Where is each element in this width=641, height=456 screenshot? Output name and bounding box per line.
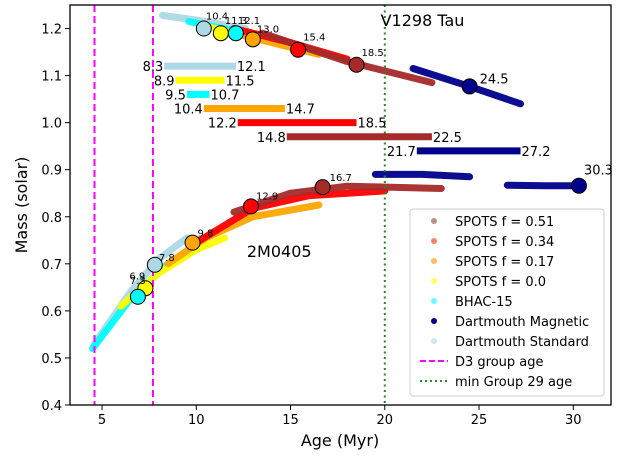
y-tick-label: 0.9 bbox=[41, 164, 62, 179]
x-tick-label: 30 bbox=[565, 413, 582, 428]
x-tick-label: 5 bbox=[98, 413, 106, 428]
track-line-5 bbox=[258, 29, 436, 87]
age-marker-label: 18.5 bbox=[362, 48, 384, 59]
age-marker-2 bbox=[227, 25, 244, 42]
plot-layer: 8.3 12.1 8.9 11.5 9.5 10.7 10.4 14.7 12.2 18.5 14.… bbox=[89, 5, 613, 405]
age-marker-7 bbox=[146, 256, 163, 273]
age-range-high-label: 11.5 bbox=[226, 74, 255, 89]
legend-label: Dartmouth Standard bbox=[455, 335, 589, 350]
y-tick-label: 0.5 bbox=[41, 352, 62, 367]
age-marker-13 bbox=[570, 177, 587, 194]
age-range-high-label: 14.7 bbox=[286, 103, 315, 118]
track-line-14 bbox=[503, 181, 583, 190]
age-marker-label: 12.9 bbox=[256, 191, 278, 202]
age-marker-6 bbox=[461, 78, 478, 95]
y-tick-label: 1.1 bbox=[41, 70, 62, 85]
legend-label: SPOTS f = 0.34 bbox=[455, 235, 554, 250]
y-axis-label: Mass (solar) bbox=[12, 157, 31, 254]
axis-ticks-layer: 5 10 15 20 25 30 0.4 0.5 0.6 0.7 0.8 0.9 1.0 1.1 1.2 bbox=[41, 23, 581, 428]
legend-marker bbox=[431, 298, 437, 304]
legend-label: BHAC-15 bbox=[455, 295, 513, 310]
age-marker-label: 24.5 bbox=[480, 72, 509, 87]
age-marker-9 bbox=[129, 288, 146, 305]
object-label: V1298 Tau bbox=[381, 11, 465, 30]
y-tick-label: 0.8 bbox=[41, 211, 62, 226]
legend-marker bbox=[431, 258, 437, 264]
age-marker-label: 9.8 bbox=[198, 229, 214, 240]
age-marker-label: 7.3 bbox=[130, 276, 146, 287]
y-tick-label: 0.7 bbox=[41, 258, 62, 273]
age-range-low-label: 14.8 bbox=[257, 131, 286, 146]
legend-marker bbox=[431, 278, 437, 284]
legend: SPOTS f = 0.51 SPOTS f = 0.34 SPOTS f = 0.… bbox=[409, 208, 605, 397]
age-range-low-label: 8.3 bbox=[143, 60, 164, 75]
age-range-low-label: 21.7 bbox=[387, 145, 416, 160]
age-marker-label: 30.3 bbox=[584, 164, 613, 179]
age-range-low-label: 10.4 bbox=[174, 103, 203, 118]
plot-frame-layer bbox=[69, 4, 612, 406]
age-marker-label: 10.4 bbox=[206, 12, 228, 23]
legend-label: Dartmouth Magnetic bbox=[455, 315, 589, 330]
age-range-high-label: 18.5 bbox=[358, 117, 387, 132]
legend-label: SPOTS f = 0.51 bbox=[455, 215, 554, 230]
legend-label: SPOTS f = 0.17 bbox=[455, 255, 554, 270]
x-tick-label: 10 bbox=[188, 413, 205, 428]
x-axis-label: Age (Myr) bbox=[301, 431, 379, 450]
age-range-low-label: 9.5 bbox=[165, 88, 186, 103]
age-range-high-label: 22.5 bbox=[433, 131, 462, 146]
age-marker-5 bbox=[348, 56, 365, 73]
x-tick-label: 20 bbox=[377, 413, 394, 428]
track-line-10 bbox=[164, 201, 323, 268]
x-tick-label: 15 bbox=[282, 413, 299, 428]
legend-marker bbox=[431, 238, 437, 244]
age-marker-3 bbox=[244, 31, 261, 48]
legend-label: SPOTS f = 0.0 bbox=[455, 275, 546, 290]
plot-border bbox=[69, 4, 612, 406]
legend-box bbox=[409, 208, 605, 397]
object-label: 2M0405 bbox=[247, 242, 312, 261]
legend-label: min Group 29 age bbox=[455, 375, 572, 390]
age-range-high-label: 12.1 bbox=[237, 60, 266, 75]
age-marker-label: 12.1 bbox=[238, 16, 260, 27]
y-tick-label: 0.4 bbox=[41, 399, 62, 414]
track-line-11 bbox=[192, 187, 389, 247]
age-marker-4 bbox=[290, 41, 307, 58]
age-range-low-label: 12.2 bbox=[208, 117, 237, 132]
legend-label: D3 group age bbox=[455, 355, 544, 370]
x-tick-label: 25 bbox=[471, 413, 488, 428]
age-marker-1 bbox=[212, 25, 229, 42]
age-marker-0 bbox=[195, 20, 212, 37]
age-marker-12 bbox=[314, 179, 331, 196]
y-tick-label: 1.2 bbox=[41, 23, 62, 38]
age-marker-label: 16.7 bbox=[330, 173, 352, 184]
age-marker-label: 11.3 bbox=[225, 16, 247, 27]
age-marker-label: 7.8 bbox=[159, 253, 175, 264]
track-line-13 bbox=[371, 170, 474, 181]
legend-marker bbox=[431, 338, 437, 344]
age-marker-10 bbox=[184, 234, 201, 251]
y-tick-label: 1.0 bbox=[41, 117, 62, 132]
age-range-high-label: 27.2 bbox=[522, 145, 551, 160]
age-marker-label: 15.4 bbox=[303, 33, 325, 44]
age-marker-label: 6.9 bbox=[129, 271, 145, 282]
age-range-high-label: 10.7 bbox=[210, 88, 239, 103]
age-marker-11 bbox=[242, 198, 259, 215]
legend-marker bbox=[431, 318, 437, 324]
age-range-low-label: 8.9 bbox=[154, 74, 175, 89]
y-tick-label: 0.6 bbox=[41, 305, 62, 320]
age-marker-label: 13.0 bbox=[257, 24, 279, 35]
legend-marker bbox=[431, 218, 437, 224]
